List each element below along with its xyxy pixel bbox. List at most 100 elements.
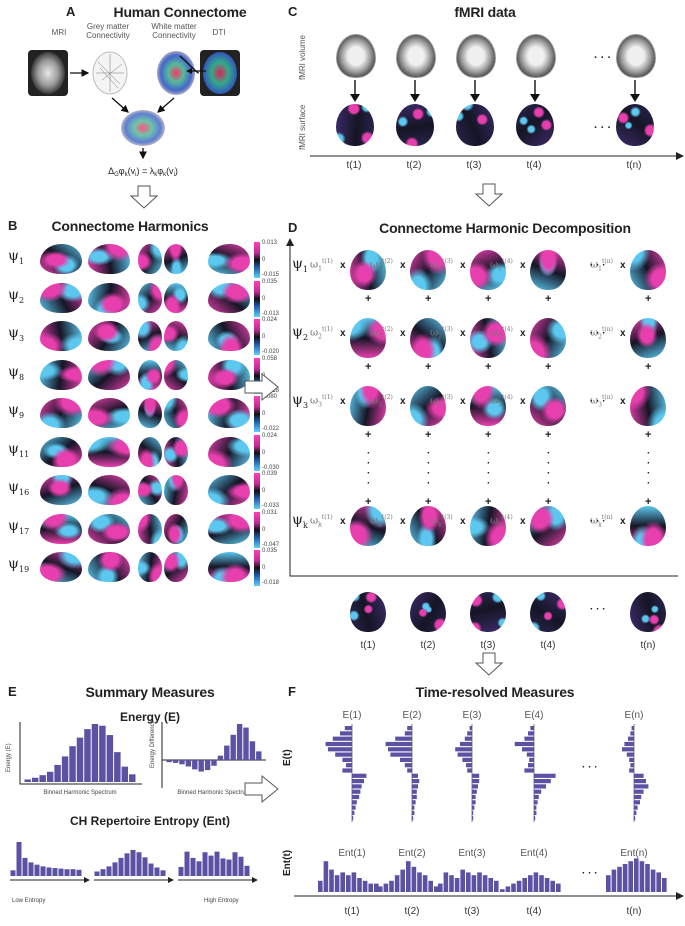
energy-bar bbox=[524, 736, 534, 741]
energy-axis-label: E(t) bbox=[282, 749, 293, 766]
chart-bar bbox=[136, 852, 142, 876]
entropy-bar bbox=[539, 875, 544, 892]
harmonic-index: 19 bbox=[18, 564, 30, 574]
energy-axes bbox=[19, 722, 142, 785]
entropy-bar bbox=[417, 872, 422, 892]
chart-bar bbox=[202, 852, 208, 876]
entropy-bar bbox=[428, 880, 433, 892]
entropy-time-label: Ent(3) bbox=[458, 848, 485, 859]
plus-sign: + bbox=[365, 496, 372, 508]
weight-coefficient: ω1t(4) bbox=[490, 258, 513, 273]
chart-bar bbox=[52, 868, 58, 876]
weight-coefficient: ω3t(4) bbox=[490, 394, 513, 409]
fmri-volume-brain bbox=[396, 34, 436, 78]
harmonic-weighted-brain bbox=[630, 250, 666, 290]
harmonic-label: ψ3 bbox=[8, 325, 25, 343]
energy-bar bbox=[390, 752, 412, 757]
entropy-bar bbox=[511, 883, 516, 892]
energy-bar bbox=[342, 757, 352, 762]
energy-bar bbox=[344, 726, 352, 731]
entropy-bar bbox=[488, 878, 493, 892]
chart-bar bbox=[58, 868, 64, 876]
energy-bar bbox=[514, 741, 534, 747]
entropy-bar bbox=[505, 886, 511, 892]
entropy-bar bbox=[622, 864, 628, 892]
energy-bar bbox=[522, 747, 534, 752]
colorbar-min: -0.030 bbox=[262, 464, 280, 471]
down-arrow bbox=[350, 80, 360, 102]
energy-time-label: E(4) bbox=[525, 710, 544, 721]
entropy-bar bbox=[374, 883, 379, 892]
energy-bar bbox=[412, 773, 418, 778]
energy-bar bbox=[352, 810, 355, 815]
colorbar bbox=[254, 242, 260, 278]
chart-bar bbox=[100, 869, 106, 876]
entropy-bar bbox=[443, 872, 449, 892]
entropy-bar bbox=[368, 883, 373, 892]
fmri-surface-brain bbox=[336, 104, 374, 146]
down-arrow bbox=[530, 80, 540, 102]
plus-sign: + bbox=[365, 361, 372, 373]
panel-c-title: fMRI data bbox=[454, 4, 516, 20]
entropy-bar bbox=[482, 875, 488, 892]
entropy-bar bbox=[340, 872, 345, 892]
vertical-dot: · bbox=[427, 448, 431, 459]
panel-d-title: Connectome Harmonic Decomposition bbox=[379, 220, 631, 236]
panel-f-title: Time-resolved Measures bbox=[415, 684, 575, 700]
chart-bar bbox=[238, 856, 244, 876]
colorbar bbox=[254, 550, 260, 586]
harmonic-weighted-brain bbox=[630, 506, 666, 546]
energy-bar bbox=[629, 757, 634, 762]
time-label: t(2) bbox=[406, 160, 422, 171]
harmonic-weighted-brain bbox=[410, 318, 446, 358]
energy-bar bbox=[624, 741, 634, 747]
panel-a-title: Human Connectome bbox=[113, 4, 247, 20]
entropy-time-label: Ent(n) bbox=[620, 848, 647, 859]
harmonic-index: 9 bbox=[18, 410, 25, 420]
harmonic-index: 16 bbox=[18, 487, 30, 497]
entropy-arrowhead bbox=[252, 877, 258, 883]
fmri-surface-brain bbox=[516, 104, 554, 146]
decomp-psi-label: ψ1 bbox=[292, 256, 309, 274]
plus-sign: + bbox=[645, 293, 652, 305]
chart-bar bbox=[230, 734, 236, 760]
energy-bar bbox=[534, 810, 537, 815]
entropy-bar bbox=[438, 883, 443, 892]
energy-bar bbox=[352, 773, 367, 778]
colorbar-min: -0.020 bbox=[262, 349, 280, 355]
colorbar-min: -0.013 bbox=[262, 310, 280, 317]
colorbar-zero: 0 bbox=[262, 334, 266, 340]
down-arrow bbox=[470, 80, 480, 102]
harmonic-weighted-brain bbox=[410, 250, 446, 290]
energy-bar bbox=[352, 794, 360, 800]
energy-bar bbox=[404, 763, 412, 768]
chart-bar bbox=[232, 852, 238, 876]
energy-bar bbox=[472, 779, 480, 784]
ellipsis: · · · bbox=[582, 762, 598, 773]
harmonic-label: ψ8 bbox=[8, 363, 25, 382]
chart-bar bbox=[130, 849, 136, 876]
weight-coefficient: ω3t(2) bbox=[370, 394, 393, 409]
time-label: t(1) bbox=[345, 906, 360, 917]
weight-coefficient: ω3t(n) bbox=[590, 394, 613, 409]
chart-bar bbox=[204, 760, 211, 771]
multiply-sign: x bbox=[340, 516, 346, 527]
multiply-sign: x bbox=[620, 260, 626, 271]
time-label: t(4) bbox=[526, 160, 542, 171]
energy-bar bbox=[634, 805, 638, 810]
panel-b-letter: B bbox=[8, 218, 18, 233]
multiply-sign: x bbox=[400, 396, 406, 407]
decomp-psi-label: ψk bbox=[292, 512, 308, 530]
energy-bar bbox=[530, 726, 534, 731]
multiply-sign: x bbox=[520, 396, 526, 407]
vertical-dot: · bbox=[487, 448, 491, 459]
chart-bar bbox=[249, 741, 256, 760]
energy-bar bbox=[524, 768, 534, 773]
harmonic-brain bbox=[138, 436, 162, 467]
energy-bar bbox=[626, 752, 634, 757]
harmonic-brain bbox=[208, 244, 250, 274]
vertical-dot: · bbox=[647, 468, 651, 479]
harmonic-brain bbox=[208, 475, 250, 505]
multiply-sign: x bbox=[400, 260, 406, 271]
energy-bar bbox=[467, 731, 472, 736]
